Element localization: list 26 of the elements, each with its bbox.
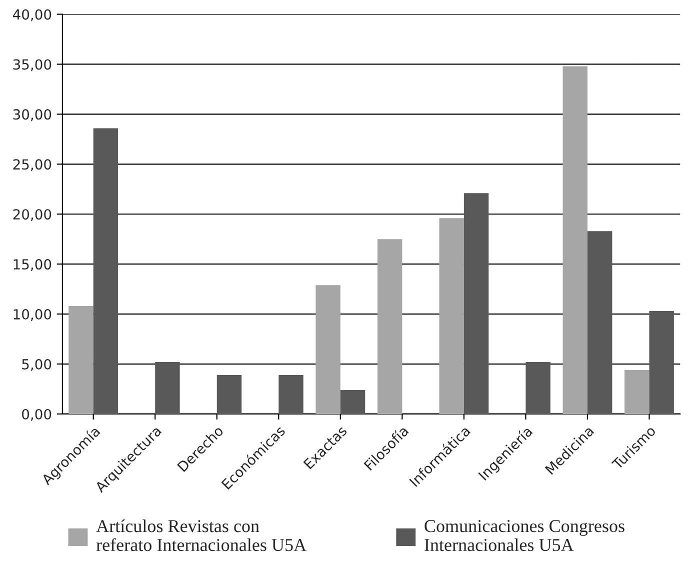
bar (587, 231, 612, 414)
bar (155, 362, 180, 414)
bar (68, 306, 94, 414)
bar (562, 66, 588, 414)
y-tick-label: 5,00 (22, 358, 52, 371)
y-tick-label: 35,00 (13, 59, 52, 72)
bar (316, 285, 340, 414)
y-tick-label: 20,00 (13, 209, 52, 222)
y-tick-label: 25,00 (13, 159, 52, 172)
bar (93, 128, 118, 414)
legend-label: Comunicaciones Congresos Internacionales U5A (424, 520, 624, 552)
y-tick-label: 0,00 (22, 408, 52, 421)
bar (377, 239, 402, 414)
bar (278, 375, 304, 414)
y-tick-label: 40,00 (12, 9, 52, 22)
legend-label: Artículos Revistas con referato Internacionales U5A (96, 519, 306, 552)
y-tick-label: 30,00 (13, 109, 52, 122)
bar (649, 311, 674, 414)
bar (216, 375, 242, 414)
bar (624, 370, 650, 414)
y-tick-label: 15,00 (14, 259, 52, 271)
y-tick-label: 10,00 (14, 309, 52, 321)
bar (464, 193, 489, 414)
bar (340, 390, 366, 414)
bar (526, 362, 550, 414)
bar (439, 218, 464, 414)
